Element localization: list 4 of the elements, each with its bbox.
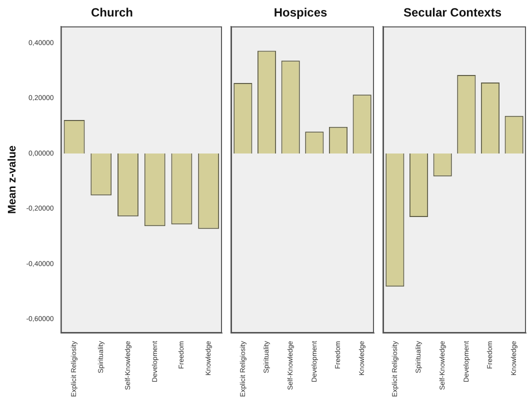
chart-title: Church	[91, 6, 133, 20]
y-axis-title: Mean z-value	[6, 145, 19, 214]
chart-title: Hospices	[274, 6, 328, 20]
chart-title: Secular Contexts	[403, 6, 502, 20]
